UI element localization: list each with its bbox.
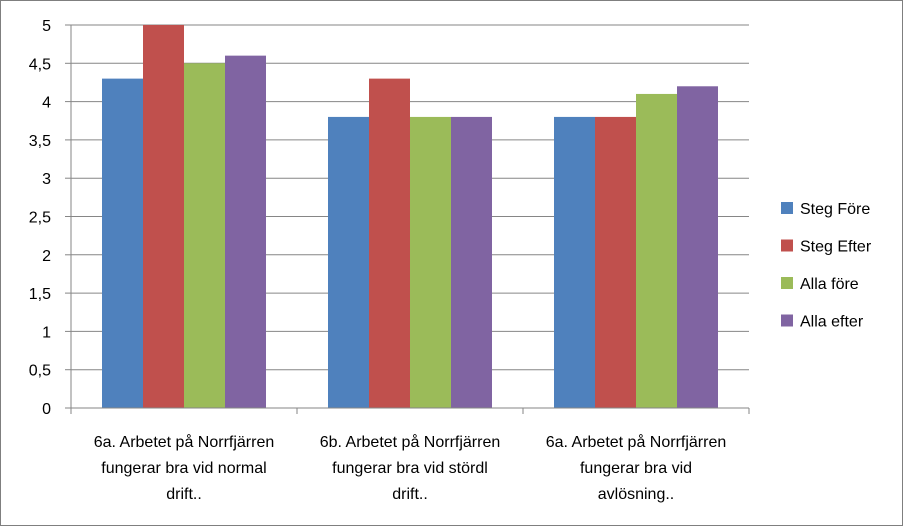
y-tick-label: 2,5 — [29, 210, 51, 227]
bar — [369, 78, 410, 409]
y-tick-label: 1 — [42, 324, 51, 341]
y-tick-label: 4 — [42, 95, 51, 112]
x-category-label: 6a. Arbetet på Norrfjärren fungerar bra v… — [94, 433, 275, 503]
x-category-label: 6a. Arbetet på Norrfjärren fungerar bra v… — [546, 433, 727, 503]
bar — [595, 116, 636, 409]
y-tick-label: 0 — [42, 401, 51, 418]
y-tick-label: 0,5 — [29, 363, 51, 380]
x-category-label: 6b. Arbetet på Norrfjärren fungerar bra v… — [320, 433, 501, 503]
bar — [328, 116, 369, 409]
bar — [225, 55, 266, 408]
y-tick-label: 3 — [42, 171, 51, 188]
bar — [410, 116, 451, 409]
legend-label: Steg Före — [800, 201, 870, 218]
bar — [677, 86, 718, 408]
legend-label: Alla efter — [800, 314, 864, 331]
legend-label: Steg Efter — [800, 239, 872, 256]
legend-label: Alla före — [800, 276, 859, 293]
y-tick-label: 3,5 — [29, 133, 51, 150]
bar — [184, 63, 225, 409]
bar — [636, 93, 677, 408]
legend-swatch — [781, 202, 793, 214]
y-tick-label: 2 — [42, 248, 51, 265]
legend-swatch — [781, 314, 793, 327]
legend-swatch — [781, 277, 793, 289]
bar — [554, 116, 595, 409]
y-tick-label: 4,5 — [29, 56, 51, 73]
y-tick-label: 5 — [42, 18, 51, 35]
legend-swatch — [781, 239, 793, 252]
bar — [143, 25, 184, 408]
bar — [102, 78, 143, 409]
bar — [451, 116, 492, 409]
y-tick-label: 1,5 — [29, 286, 51, 303]
